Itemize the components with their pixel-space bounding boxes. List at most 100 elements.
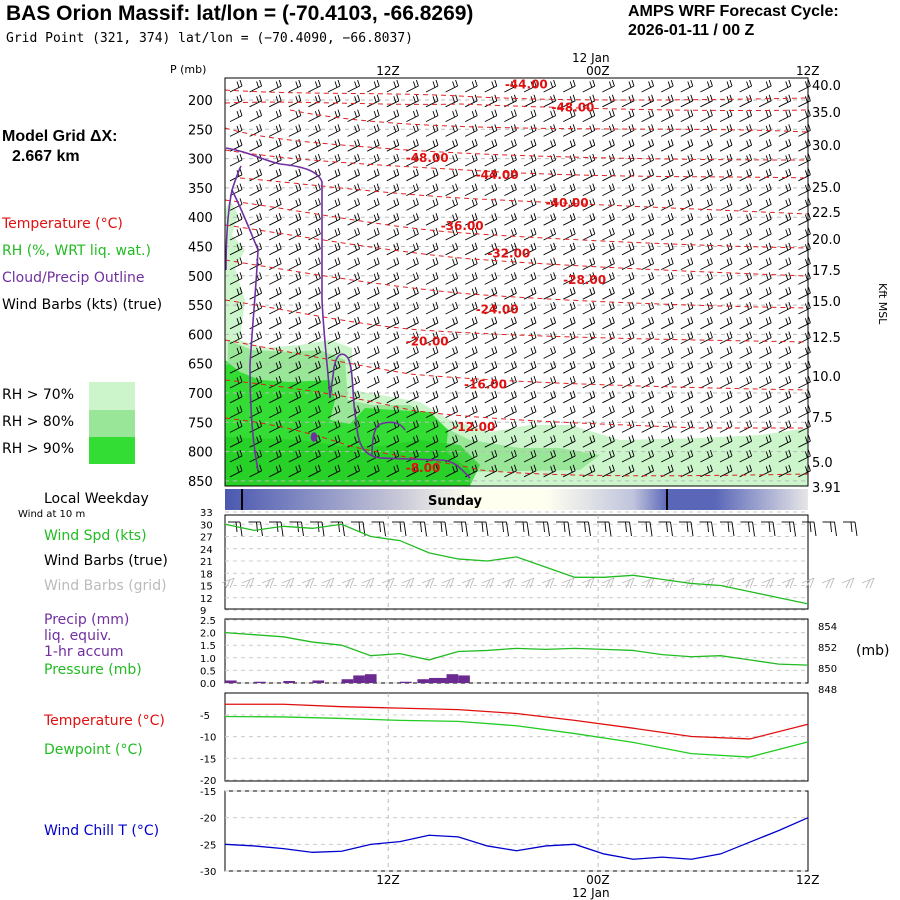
wind-barb (660, 139, 674, 152)
wind-barb (229, 227, 243, 241)
legend-pressure: Pressure (mb) (44, 662, 142, 678)
height-tick-labels: 40.0 35.0 30.0 25.0 22.5 20.0 17.5 15.0 12.5 10.0… (812, 79, 841, 496)
grid-wind-barb (861, 577, 875, 589)
wind-barb (680, 153, 694, 167)
wind-barb (562, 346, 576, 359)
wind-barb (562, 331, 576, 345)
wind-barb (758, 257, 772, 271)
wind-barb (327, 375, 341, 389)
wind-barb (445, 198, 459, 211)
wind-barb (543, 287, 557, 300)
wind-barb (641, 272, 655, 285)
wind-barb (425, 183, 439, 197)
surface-wind-barb (679, 521, 694, 537)
wind-barb (249, 227, 263, 241)
wind-barb (504, 301, 517, 315)
wind-barb (543, 153, 557, 167)
wind-barb (504, 124, 517, 137)
wind-barb (680, 272, 694, 285)
wind-barb (327, 168, 341, 182)
wind-barb (327, 227, 341, 241)
wind-barb (660, 420, 674, 433)
wind-barb (778, 79, 792, 93)
wind-barb (660, 287, 674, 300)
wind-barb (739, 331, 753, 345)
grid-wind-barbs (221, 577, 875, 589)
wind-barb (621, 227, 635, 241)
wind-barb (582, 198, 596, 211)
surface-wind-barb (392, 521, 407, 537)
wind-barb (758, 346, 772, 359)
wind-barb (464, 331, 478, 345)
wind-barb (347, 287, 361, 300)
wind-barb (347, 153, 361, 167)
wind-barb (680, 390, 694, 404)
wind-barb (700, 227, 713, 241)
wind-barb (739, 316, 753, 330)
wind-barb (229, 375, 243, 389)
wind-barb (602, 287, 615, 300)
wind-barb (249, 420, 263, 433)
wind-barb (582, 183, 596, 197)
wind-barb (739, 420, 753, 433)
wind-barb (229, 331, 243, 345)
surface-wind-barb (638, 521, 653, 537)
pressure-tick: 450 (188, 241, 213, 256)
wind-barb (504, 331, 517, 345)
surface-wind-barb (412, 521, 427, 537)
wind-barb (268, 287, 282, 300)
wind-barb (523, 331, 537, 345)
precip-tick: 2.5 (200, 616, 216, 627)
wind-barb (700, 435, 713, 448)
wind-barb (621, 272, 635, 285)
wind-barb (778, 405, 792, 419)
wind-barb (425, 331, 439, 345)
wind-barb (504, 449, 517, 463)
wind-barb (778, 198, 792, 211)
wind-barb (366, 405, 380, 419)
legend-rh: RH (%, WRT liq. wat.) (2, 243, 151, 259)
wind-barb (464, 420, 478, 433)
wind-barb (327, 272, 341, 285)
grid-wind-barb (221, 577, 235, 589)
temp-tick: -20 (200, 776, 216, 787)
wind-barb (268, 375, 282, 389)
wind-barb (484, 435, 498, 448)
surface-wind-barb (720, 521, 735, 537)
wind-barb (308, 316, 321, 330)
wind-barb (739, 168, 753, 182)
wind-barb (719, 168, 733, 182)
wind-barb (445, 94, 459, 108)
wind-barb (582, 287, 596, 300)
temp-tick: -5 (200, 711, 210, 722)
precip-bar (434, 677, 447, 683)
wind-barb (602, 124, 615, 137)
precip-bar (312, 680, 325, 683)
wind-barb (660, 168, 674, 182)
wind-barb (719, 375, 733, 389)
wind-barb (229, 435, 243, 448)
precip-panel-frame (224, 618, 809, 684)
wind-barb (445, 213, 459, 226)
height-tick: 17.5 (812, 264, 841, 279)
temp-tick: -15 (200, 754, 216, 765)
wind-barb (602, 109, 615, 123)
wind-barb (621, 287, 635, 300)
wind-barb (739, 346, 753, 359)
wind-barb (778, 213, 792, 226)
wind-barb (621, 449, 635, 463)
wind-barb (249, 390, 263, 404)
wind-barb (778, 139, 792, 152)
precip-bar (364, 674, 377, 683)
wind-barb (308, 331, 321, 345)
wind-barb (425, 390, 439, 404)
wind-barb (719, 287, 733, 300)
wind-barb (739, 301, 753, 315)
wind-barb (621, 183, 635, 197)
wind-barb (719, 94, 733, 108)
grid-wind-barb (841, 577, 855, 589)
wind-barb (445, 272, 459, 285)
wind-barb (445, 139, 459, 152)
wind-barb (543, 331, 557, 345)
wind-barb (582, 272, 596, 285)
